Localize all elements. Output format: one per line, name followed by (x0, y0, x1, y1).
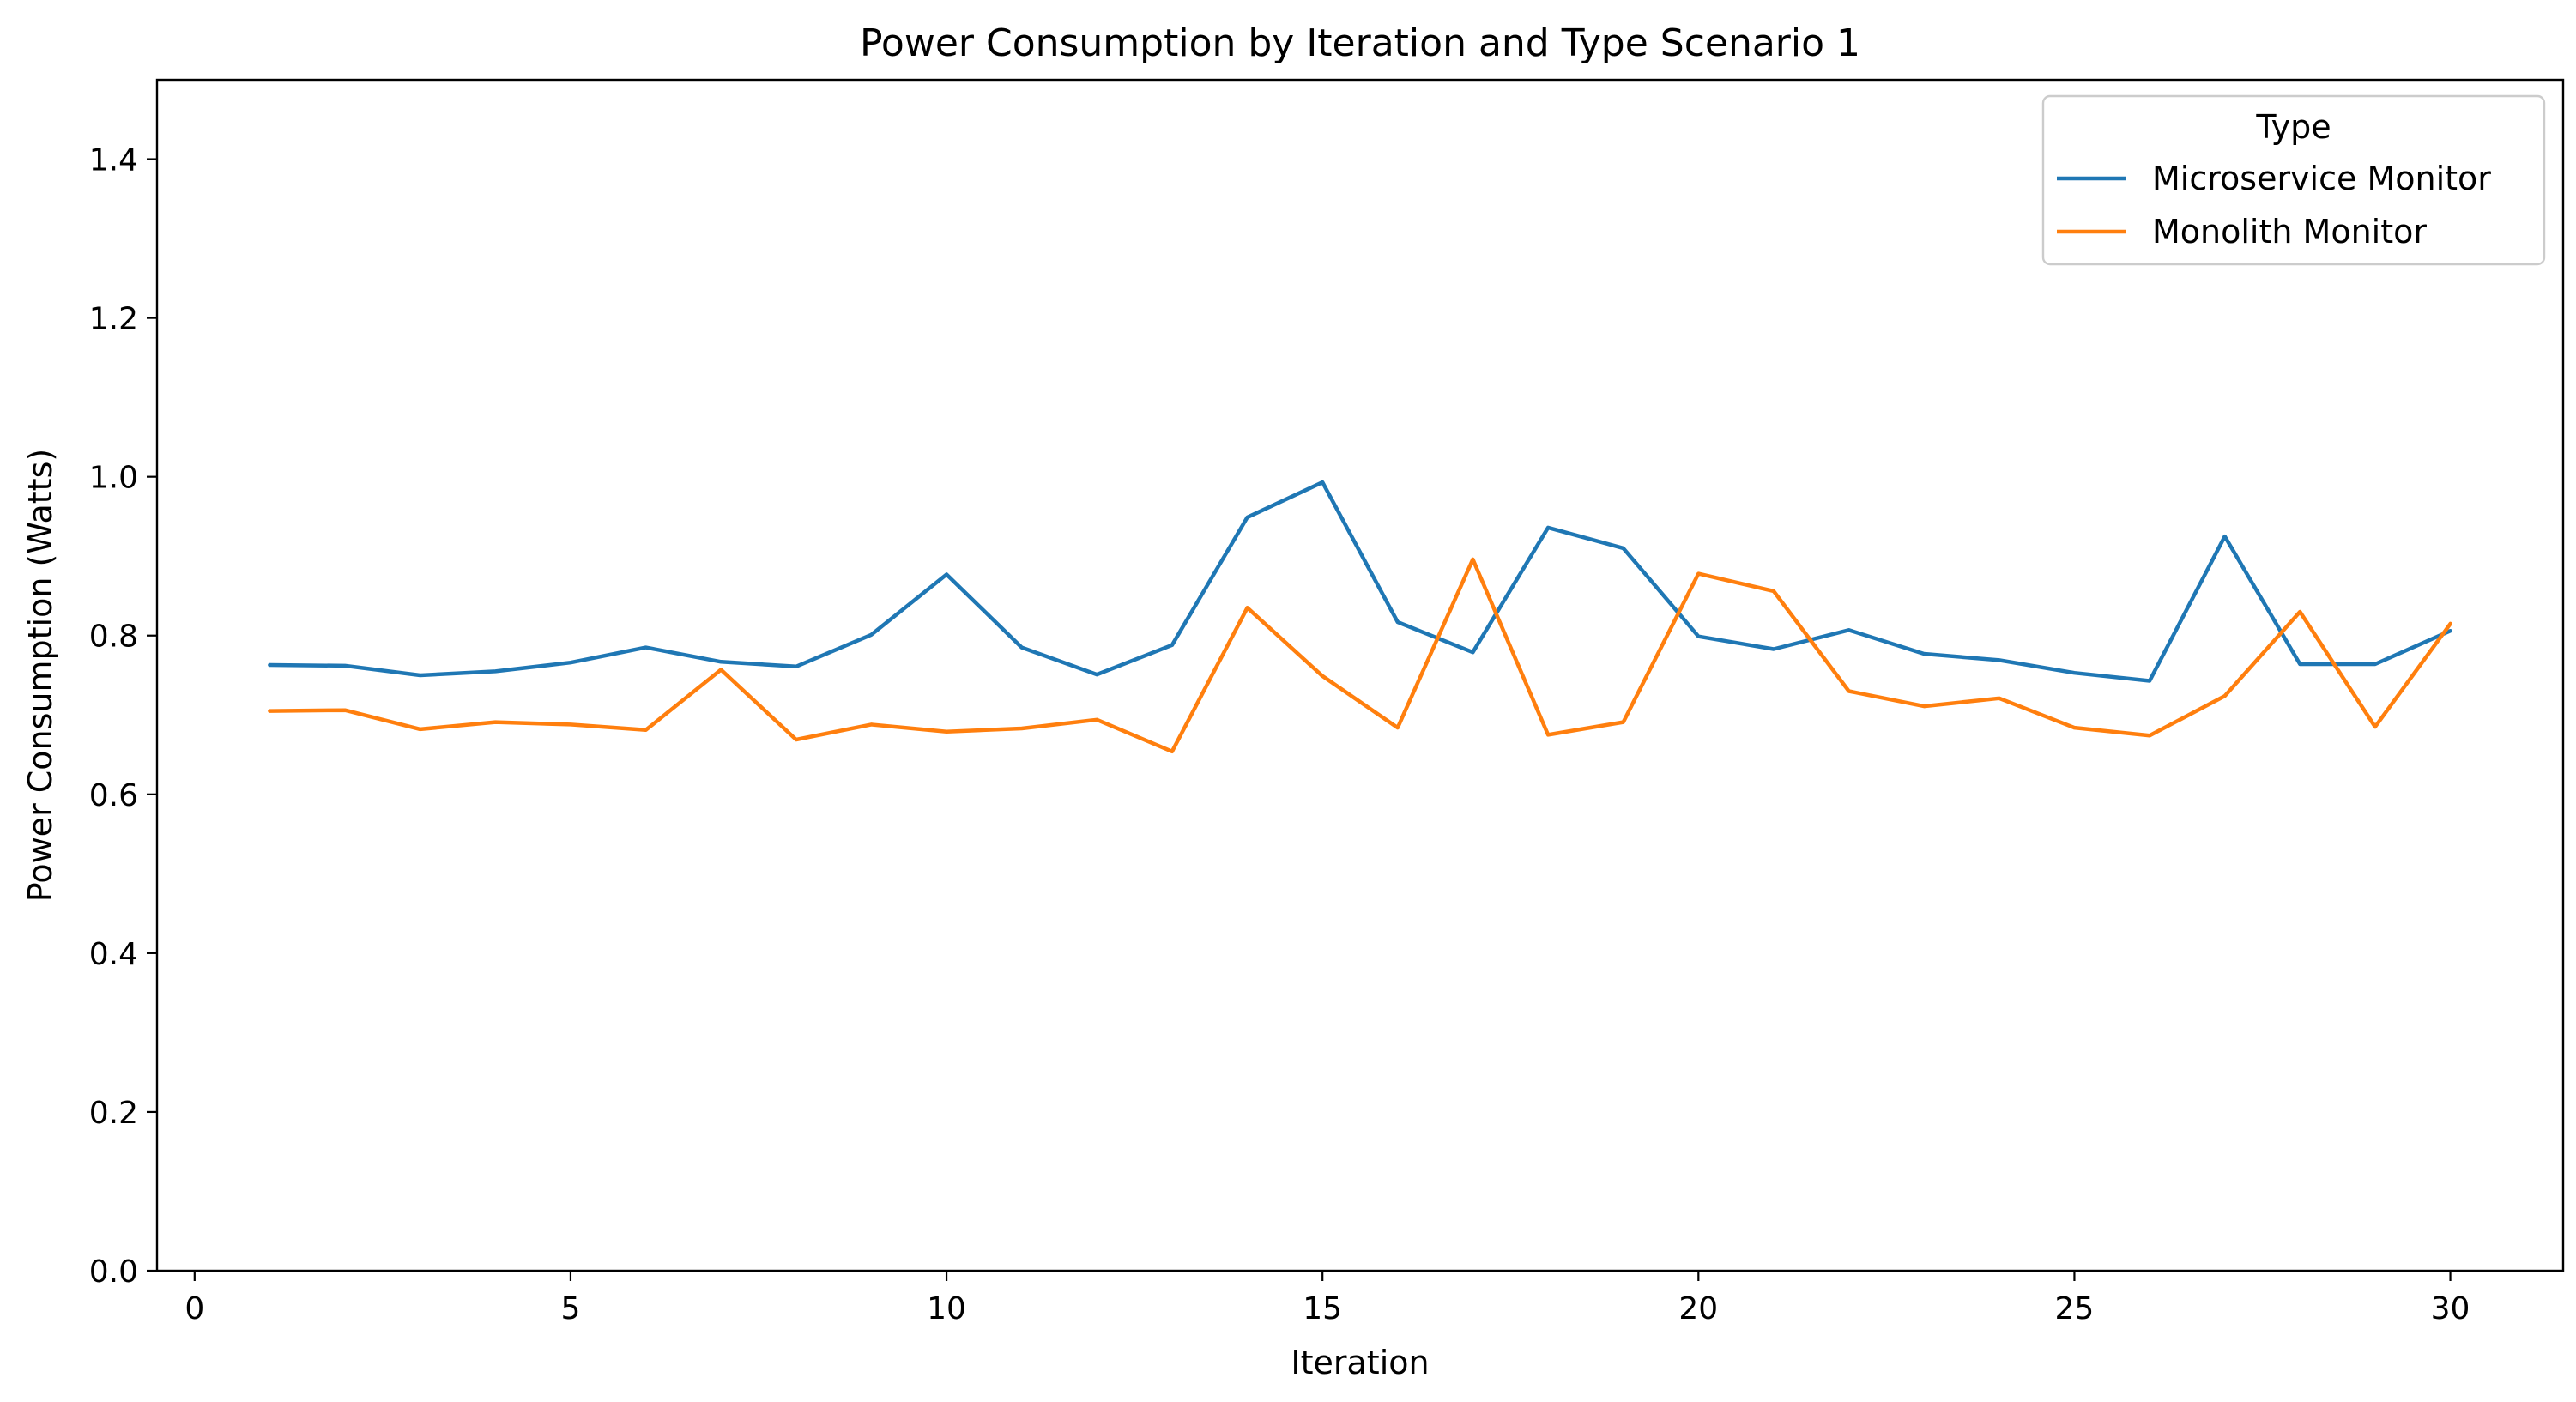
x-tick-label: 25 (2055, 1291, 2095, 1326)
x-axis-title: Iteration (1291, 1344, 1429, 1381)
y-axis-ticks: 0.0 0.2 0.4 0.6 0.8 1.0 1.2 1.4 (89, 143, 157, 1290)
series-line-2 (268, 557, 2452, 754)
legend-label-1: Microservice Monitor (2152, 160, 2491, 197)
plot-frame (155, 78, 2565, 1272)
y-tick-label: 0.0 (89, 1254, 138, 1290)
series-layer (268, 480, 2452, 754)
y-tick-label: 0.8 (89, 619, 138, 655)
x-tick-label: 10 (927, 1291, 966, 1326)
y-tick-label: 0.2 (89, 1096, 138, 1131)
plot-area (155, 78, 2565, 1272)
y-tick-label: 0.4 (89, 937, 138, 972)
legend-entries: Microservice Monitor Monolith Monitor (2057, 160, 2491, 251)
x-tick-label: 20 (1678, 1291, 1718, 1326)
x-tick-label: 30 (2431, 1291, 2470, 1326)
legend-title: Type (2255, 108, 2331, 146)
legend-label-2: Monolith Monitor (2152, 213, 2427, 251)
series-line-1 (268, 480, 2452, 683)
legend: Type Microservice Monitor Monolith Monito… (2041, 94, 2546, 266)
x-tick-label: 0 (184, 1291, 204, 1326)
x-tick-label: 5 (560, 1291, 580, 1326)
y-tick-label: 0.6 (89, 778, 138, 813)
x-tick-label: 15 (1303, 1291, 1342, 1326)
chart-title: Power Consumption by Iteration and Type … (860, 21, 1860, 65)
legend-box (2041, 94, 2546, 266)
x-axis-ticks: 0 5 10 15 20 25 30 (184, 1271, 2470, 1326)
y-axis-title: Power Consumption (Watts) (21, 449, 59, 902)
y-tick-label: 1.2 (89, 302, 138, 337)
y-tick-label: 1.0 (89, 461, 138, 496)
y-tick-label: 1.4 (89, 143, 138, 178)
